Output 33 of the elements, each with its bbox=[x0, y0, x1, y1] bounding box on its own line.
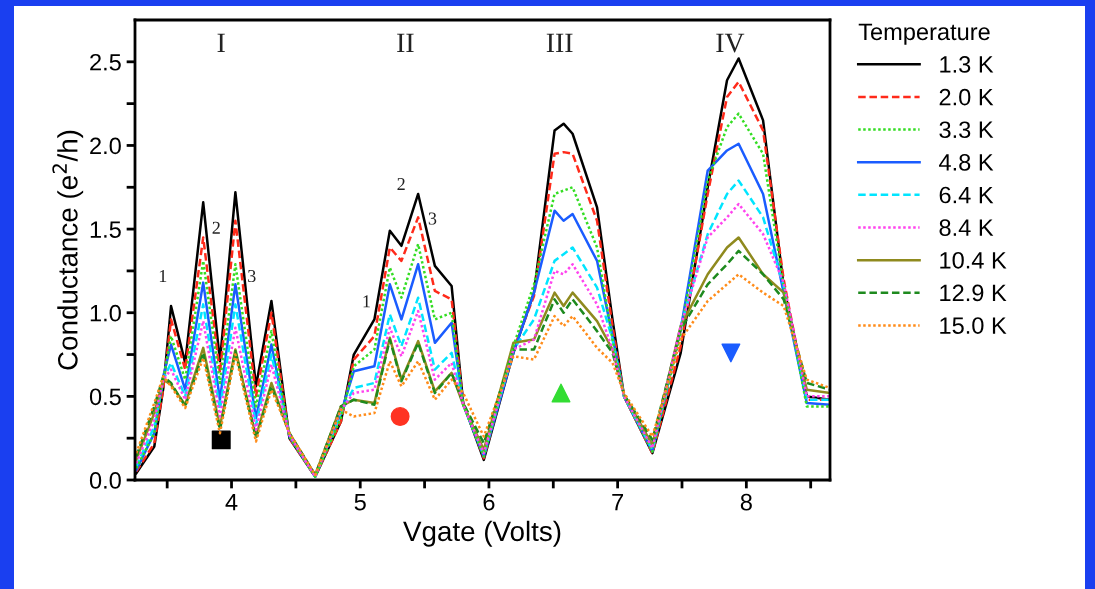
legend-label: 8.4 K bbox=[939, 219, 994, 236]
annotation: II bbox=[397, 33, 414, 52]
annotation: 1 bbox=[159, 270, 167, 282]
annotation: IV bbox=[716, 33, 745, 53]
annotation: 3 bbox=[248, 269, 256, 283]
legend-label: 2.0 K bbox=[939, 88, 994, 106]
annotation: 2 bbox=[212, 221, 220, 234]
legend-label: 6.4 K bbox=[939, 186, 994, 204]
legend-label: 3.3 K bbox=[939, 121, 994, 139]
x-axis-title: Vgate (Volts) bbox=[403, 520, 561, 547]
legend-label: 4.8 K bbox=[939, 154, 994, 171]
annotation: III bbox=[546, 33, 573, 52]
legend-label: 15.0 K bbox=[940, 317, 1007, 334]
y-tick-label: 0.5 bbox=[89, 388, 121, 406]
x-tick-label: 6 bbox=[483, 493, 495, 511]
x-tick-label: 5 bbox=[354, 494, 366, 511]
x-tick-label: 8 bbox=[740, 493, 752, 511]
legend-label: 1.3 K bbox=[940, 56, 994, 73]
x-tick-label: 4 bbox=[225, 494, 238, 511]
annotation: 2 bbox=[397, 177, 405, 190]
y-tick-label: 1.0 bbox=[90, 304, 121, 322]
y-tick-label: 0.0 bbox=[89, 472, 121, 489]
annotation: 1 bbox=[363, 295, 370, 308]
y-axis-title: Conductance (e$^{2}$/h) bbox=[52, 130, 84, 370]
y-tick-label: 2.5 bbox=[90, 53, 121, 71]
x-tick-label: 7 bbox=[612, 494, 624, 511]
annotation: I bbox=[217, 33, 225, 52]
y-tick-label: 2.0 bbox=[90, 137, 121, 155]
legend-label: 12.9 K bbox=[940, 284, 1007, 302]
legend-title: Temperature bbox=[858, 23, 990, 45]
annotation: 3 bbox=[428, 212, 437, 225]
y-tick-label: 1.5 bbox=[90, 221, 121, 238]
legend-label: 10.4 K bbox=[940, 251, 1007, 269]
